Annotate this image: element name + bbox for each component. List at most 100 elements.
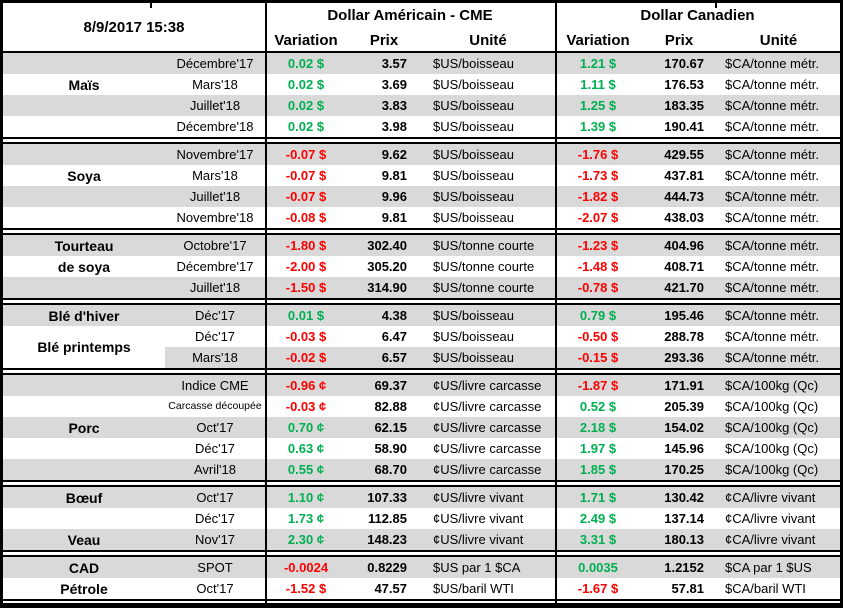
commodity-label: Bœuf — [65, 489, 103, 506]
contract-month-cell: Juillet'18 — [189, 189, 241, 204]
table-row: SPOT -0.0024 0.8229 $US par 1 $CA 0.0035 1.21… — [3, 557, 840, 578]
contract-month-cell: Déc'17 — [194, 308, 236, 323]
ca-variation-cell: -1.67 $ — [577, 581, 619, 596]
table-row: Nov'17 2.30 ¢ 148.23 ¢US/livre vivant 3.31 $… — [3, 529, 840, 550]
contract-month-cell: Mars'18 — [192, 77, 238, 92]
ca-price-cell: 180.13 — [664, 532, 704, 547]
us-unit-cell: $US par 1 $CA — [433, 560, 521, 575]
ca-variation-cell: 2.49 $ — [579, 511, 617, 526]
ca-unit-cell: $CA/tonne métr. — [725, 329, 819, 344]
us-group-header: Dollar Américain - CME — [327, 7, 493, 24]
us-price-cell: 314.90 — [367, 280, 407, 295]
contract-month-cell: Déc'17 — [194, 441, 236, 456]
ca-variation-cell: 1.97 $ — [579, 441, 617, 456]
ca-price-cell: 130.42 — [664, 490, 704, 505]
ca-unit-cell: $CA/tonne métr. — [725, 280, 819, 295]
ca-unit-cell: ¢CA/livre vivant — [725, 490, 816, 505]
commodity-label: Soya — [67, 167, 101, 184]
us-variation-cell: 0.70 ¢ — [287, 420, 325, 435]
us-unit-cell: $US/boisseau — [433, 210, 514, 225]
us-unit-cell: $US/boisseau — [433, 329, 514, 344]
us-price-cell: 69.37 — [374, 378, 407, 393]
ca-price-cell: 288.78 — [664, 329, 704, 344]
table-row: Oct'17 1.10 ¢ 107.33 ¢US/livre vivant 1.71 $… — [3, 487, 840, 508]
ca-variation-cell: -1.23 $ — [577, 238, 619, 253]
commodity-name-cell — [3, 116, 165, 137]
us-variation-cell: 0.01 $ — [287, 308, 325, 323]
contract-month-cell: Oct'17 — [196, 490, 234, 505]
us-variation-cell: -0.03 $ — [285, 329, 327, 344]
us-price-cell: 58.90 — [374, 441, 407, 456]
currency-group-row: Dollar Américain - CME Dollar Canadien — [3, 3, 840, 28]
section-gap — [3, 482, 840, 485]
us-unit-cell: $US/boisseau — [433, 119, 514, 134]
ca-unit-cell: $CA/tonne métr. — [725, 56, 819, 71]
table-row: Décembre'17 0.02 $ 3.57 $US/boisseau 1.21 $ 1… — [3, 53, 840, 74]
us-price-cell: 6.47 — [381, 329, 407, 344]
commodity-label: Porc — [68, 419, 100, 436]
ca-unit-cell: $CA/tonne métr. — [725, 77, 819, 92]
us-unit-cell: ¢US/livre vivant — [433, 511, 524, 526]
ca-price-cell: 57.81 — [671, 581, 704, 596]
ca-variation-cell: 1.85 $ — [579, 462, 617, 477]
commodity-section: Déc'17 0.01 $ 4.38 $US/boisseau 0.79 $ 195.46… — [3, 303, 840, 370]
us-variation-cell: 0.63 ¢ — [287, 441, 325, 456]
ca-variation-cell: 1.11 $ — [580, 77, 616, 92]
ca-variation-cell: 0.79 $ — [579, 308, 617, 323]
ca-variation-cell: -2.07 $ — [577, 210, 619, 225]
ca-price-cell: 1.2152 — [664, 560, 704, 575]
table-row: Déc'17 0.63 ¢ 58.90 ¢US/livre carcasse 1.97 … — [3, 438, 840, 459]
table-row: Déc'17 1.73 ¢ 112.85 ¢US/livre vivant 2.49 $… — [3, 508, 840, 529]
us-unit-cell: $US/baril WTI — [433, 581, 514, 596]
us-unite-header: Unité — [469, 32, 507, 49]
table-row: Novembre'17 -0.07 $ 9.62 $US/boisseau -1.76 … — [3, 144, 840, 165]
us-price-cell: 3.98 — [381, 119, 407, 134]
section-gap — [3, 370, 840, 373]
us-price-cell: 3.69 — [381, 77, 407, 92]
ca-variation-cell: -0.50 $ — [577, 329, 619, 344]
commodity-name-cell — [3, 438, 165, 459]
us-unit-cell: $US/boisseau — [433, 77, 514, 92]
ca-variation-cell: -1.73 $ — [577, 168, 619, 183]
us-unit-cell: $US/boisseau — [433, 168, 514, 183]
contract-month-cell: Décembre'17 — [176, 56, 254, 71]
us-variation-cell: 0.02 $ — [287, 77, 325, 92]
contract-month-cell: Mars'18 — [192, 168, 238, 183]
contract-month-cell: Déc'17 — [194, 329, 236, 344]
commodity-section: Oct'17 1.10 ¢ 107.33 ¢US/livre vivant 1.71 $… — [3, 485, 840, 552]
column-header-row: Variation Prix Unité Variation Prix Unit… — [3, 28, 840, 53]
ca-unit-cell: ¢CA/livre vivant — [725, 532, 816, 547]
us-variation-cell: -0.07 $ — [285, 168, 327, 183]
contract-month-cell: Juillet'18 — [189, 98, 241, 113]
ca-price-cell: 293.36 — [664, 350, 704, 365]
us-unit-cell: ¢US/livre vivant — [433, 532, 524, 547]
contract-month-cell: Décembre'17 — [176, 259, 254, 274]
commodity-label: CAD — [68, 559, 100, 576]
ca-variation-cell: -1.76 $ — [577, 147, 619, 162]
table-row: Juillet'18 -1.50 $ 314.90 $US/tonne courte -… — [3, 277, 840, 298]
ca-price-cell: 171.91 — [664, 378, 704, 393]
contract-month-cell: Décembre'18 — [176, 119, 254, 134]
us-variation-cell: -0.96 ¢ — [285, 378, 327, 393]
commodity-label: Blé d'hiver — [48, 307, 120, 324]
us-price-cell: 112.85 — [367, 511, 407, 526]
us-variation-cell: -0.0024 — [283, 560, 329, 575]
us-variation-cell: -1.50 $ — [285, 280, 327, 295]
us-price-cell: 9.81 — [381, 210, 407, 225]
ca-unit-cell: $CA/tonne métr. — [725, 308, 819, 323]
table-body: Décembre'17 0.02 $ 3.57 $US/boisseau 1.21 $ 1… — [3, 53, 840, 601]
contract-month-cell: Novembre'17 — [176, 147, 254, 162]
ca-unit-cell: $CA/tonne métr. — [725, 119, 819, 134]
table-row: Novembre'18 -0.08 $ 9.81 $US/boisseau -2.07 … — [3, 207, 840, 228]
table-row: Mars'18 -0.02 $ 6.57 $US/boisseau -0.15 $ 293… — [3, 347, 840, 368]
ca-unit-cell: $CA/100kg (Qc) — [725, 378, 819, 393]
us-price-cell: 3.57 — [381, 56, 407, 71]
ca-unit-cell: $CA/100kg (Qc) — [725, 462, 819, 477]
contract-month-cell: Mars'18 — [192, 350, 238, 365]
table-row: Déc'17 -0.03 $ 6.47 $US/boisseau -0.50 $ 288.… — [3, 326, 840, 347]
contract-month-cell: SPOT — [197, 560, 233, 575]
us-price-cell: 68.70 — [374, 462, 407, 477]
ca-variation-cell: -0.78 $ — [577, 280, 619, 295]
us-variation-cell: -0.08 $ — [285, 210, 327, 225]
